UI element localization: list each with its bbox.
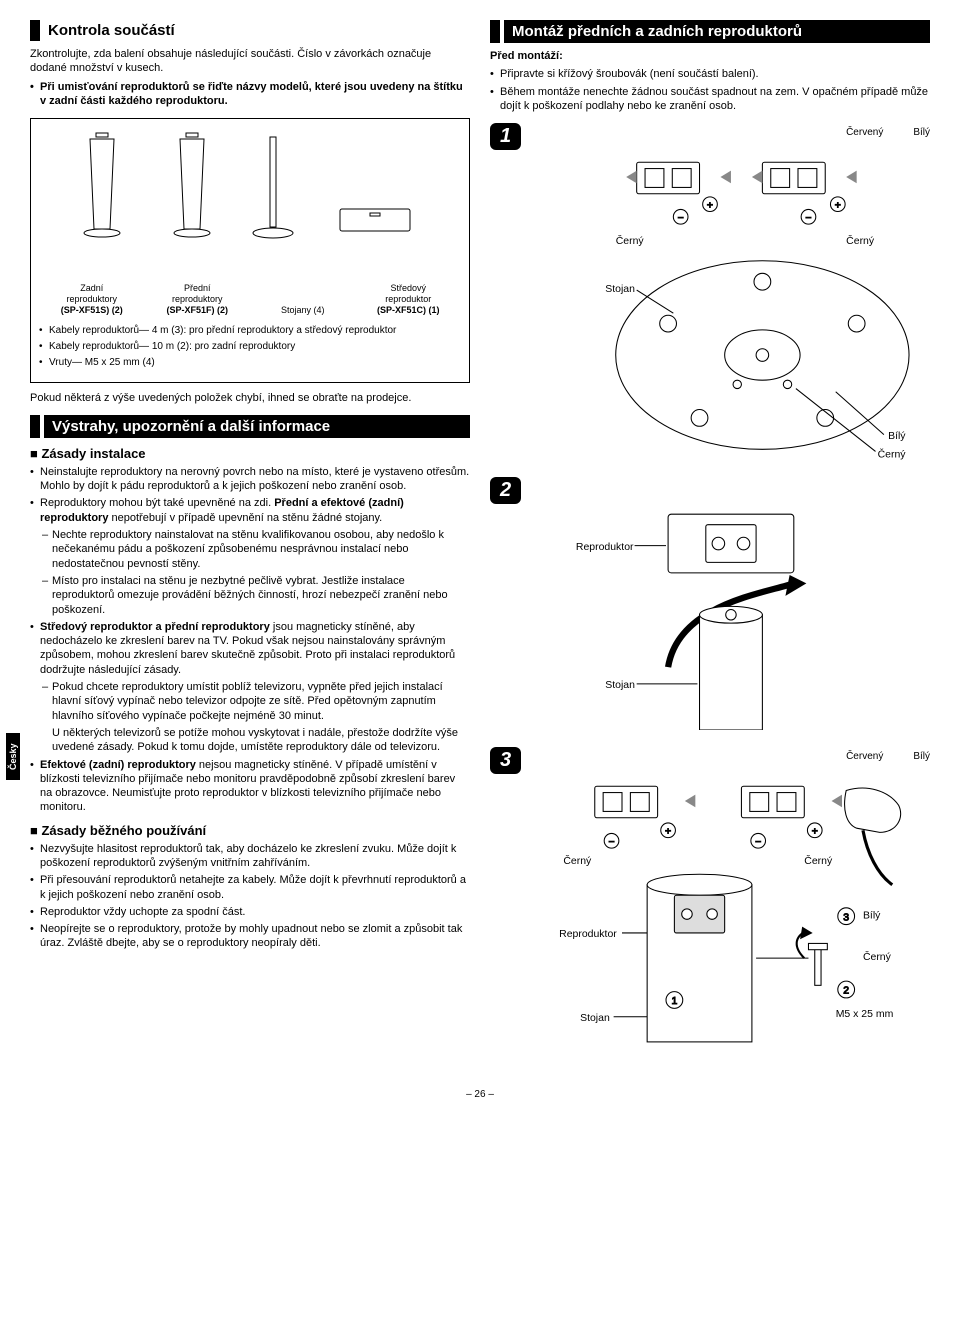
intro-text-2: Při umisťování reproduktorů se řiďte náz… [30, 80, 470, 109]
usage-bullet-1: Nezvyšujte hlasitost reproduktorů tak, a… [30, 842, 470, 871]
step-3-svg: + − + − Černý Černý [490, 780, 930, 1052]
label-red-3: Červený [846, 751, 883, 762]
pre-bullet-2: Během montáže nenechte žádnou součást sp… [490, 85, 930, 114]
heading-montaz: Montáž předních a zadních reproduktorů [504, 20, 930, 43]
pre-bullet-1: Připravte si křížový šroubovák (není sou… [490, 67, 930, 81]
step-badge-3: 3 [490, 747, 521, 774]
step-1-svg: + − + − Černý Černý [490, 156, 930, 460]
label-black-3a: Černý [563, 854, 592, 867]
label-black-1a: Černý [616, 234, 645, 247]
components-illustration [60, 129, 440, 269]
install-bullet-1: Neinstalujte reproduktory na nerovný pov… [30, 465, 470, 494]
label-black-3c: Černý [863, 950, 892, 963]
page-number: – 26 – [30, 1089, 930, 1100]
label-white-3: Bílý [913, 751, 930, 762]
label-black-1b: Černý [846, 234, 875, 247]
svg-text:−: − [805, 213, 811, 224]
pre-assembly-head: Před montáží: [490, 49, 930, 63]
step-2-diagram: 2 Reproduktor [490, 477, 930, 733]
label-white-1: Bílý [913, 127, 930, 138]
install-bullet-3: Středový reproduktor a přední reprodukto… [30, 620, 470, 755]
label-stand-1: Stojan [605, 284, 635, 295]
component-center: Středový reproduktor (SP-XF51C) (1) [356, 283, 462, 315]
svg-text:−: − [608, 837, 614, 848]
section-header-assembly: Montáž předních a zadních reproduktorů [490, 20, 930, 43]
step-3-diagram: 3 Červený Bílý [490, 747, 930, 1055]
label-red-1: Červený [846, 127, 883, 138]
step-1-diagram: 1 Červený Bílý + [490, 123, 930, 463]
label-black-3b: Černý [804, 854, 833, 867]
svg-text:1: 1 [671, 996, 677, 1007]
component-front: Přední reproduktory (SP-XF51F) (2) [145, 283, 251, 315]
install-bullet-2: Reproduktory mohou být také upevněné na … [30, 496, 470, 616]
left-column: Kontrola součástí Zkontrolujte, zda bale… [30, 20, 470, 1069]
label-speaker-2: Reproduktor [576, 542, 634, 553]
cable-line-1: Kabely reproduktorů— 4 m (3): pro přední… [39, 324, 461, 337]
svg-text:+: + [812, 826, 818, 837]
label-screw: M5 x 25 mm [836, 1009, 894, 1020]
cable-line-2: Kabely reproduktorů— 10 m (2): pro zadní… [39, 340, 461, 353]
component-stands: Stojany (4) [250, 305, 356, 316]
section-header-warnings: Výstrahy, upozornění a další informace [30, 415, 470, 438]
svg-text:3: 3 [843, 912, 849, 923]
svg-text:+: + [835, 201, 841, 212]
label-speaker-3: Reproduktor [559, 929, 617, 940]
svg-text:2: 2 [843, 986, 849, 997]
label-stand-3: Stojan [580, 1013, 610, 1024]
screws-line: Vruty— M5 x 25 mm (4) [39, 356, 461, 369]
step-badge-1: 1 [490, 123, 521, 150]
section-header-parts: Kontrola součástí [30, 20, 470, 41]
install-bullet-4: Efektové (zadní) reproduktory nejsou mag… [30, 758, 470, 815]
usage-bullet-3: Reproduktor vždy uchopte za spodní část. [30, 905, 470, 919]
intro-text-1: Zkontrolujte, zda balení obsahuje násled… [30, 47, 470, 76]
svg-text:+: + [707, 201, 713, 212]
svg-text:+: + [665, 826, 671, 837]
missing-items-text: Pokud některá z výše uvedených položek c… [30, 391, 470, 405]
subhead-install: Zásady instalace [30, 446, 470, 461]
heading-vystrahy: Výstrahy, upozornění a další informace [44, 415, 470, 438]
usage-bullet-2: Při přesouvání reproduktorů netahejte za… [30, 873, 470, 902]
component-rear: Zadní reproduktory (SP-XF51S) (2) [39, 283, 145, 315]
usage-bullet-4: Neopírejte se o reproduktory, protože by… [30, 922, 470, 951]
components-box: Zadní reproduktory (SP-XF51S) (2) Přední… [30, 118, 470, 382]
heading-kontrola: Kontrola součástí [44, 20, 179, 41]
label-stand-2: Stojan [605, 680, 635, 691]
label-white-1b: Bílý [888, 431, 906, 442]
label-white-3b: Bílý [863, 910, 881, 921]
label-black-1c: Černý [878, 448, 907, 460]
install-dash-2: Místo pro instalaci na stěnu je nezbytné… [40, 574, 470, 617]
svg-text:−: − [755, 837, 761, 848]
install-dash-1: Nechte reproduktory nainstalovat na stěn… [40, 528, 470, 571]
subhead-usage: Zásady běžného používání [30, 823, 470, 838]
step-2-svg: Reproduktor Stojan [490, 510, 930, 730]
step-badge-2: 2 [490, 477, 521, 504]
svg-text:−: − [678, 213, 684, 224]
install-dash-3: Pokud chcete reproduktory umístit poblíž… [40, 680, 470, 754]
right-column: Montáž předních a zadních reproduktorů P… [490, 20, 930, 1069]
language-tab: Česky [6, 733, 20, 780]
